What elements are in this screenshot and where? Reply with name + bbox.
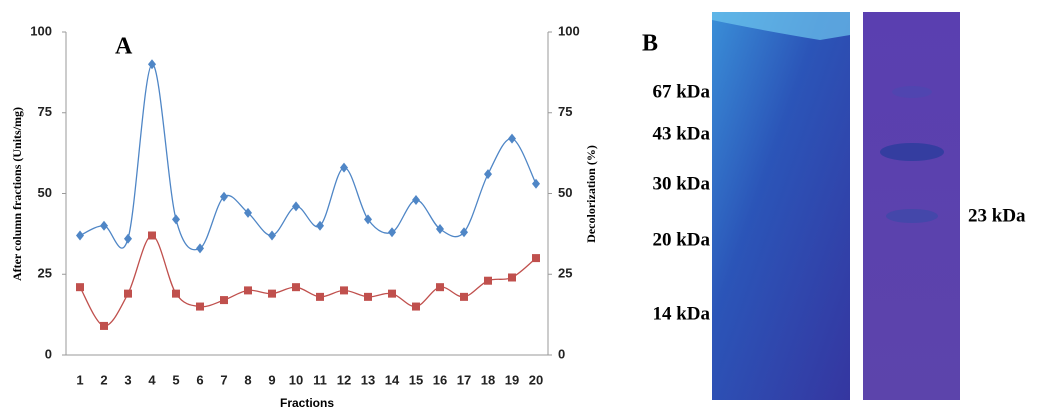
x-tick-label: 15 <box>409 372 423 387</box>
x-tick-label: 18 <box>481 372 495 387</box>
series-line <box>79 63 537 251</box>
marker-label: 30 kDa <box>652 173 710 194</box>
panel-label: A <box>115 34 133 60</box>
point <box>124 289 132 298</box>
point <box>172 214 180 225</box>
marker-label: 67 kDa <box>652 81 710 102</box>
x-tick-label: 19 <box>505 372 519 387</box>
point <box>220 191 228 202</box>
x-tick-label: 20 <box>529 372 543 387</box>
point <box>220 296 228 305</box>
point <box>148 231 156 240</box>
y-axis-title: After column fractions (Units/mg) <box>10 107 24 281</box>
band-label: 23 kDa <box>968 205 1026 226</box>
point <box>124 233 132 244</box>
x-tick-label: 8 <box>244 372 251 387</box>
point <box>292 283 300 292</box>
point <box>340 162 348 173</box>
point <box>436 283 444 292</box>
point <box>76 230 84 241</box>
series-line <box>79 234 537 327</box>
y2-axis-title: Decolorization (%) <box>584 145 598 243</box>
marker-label: 43 kDa <box>652 123 710 144</box>
x-tick-label: 14 <box>385 372 400 387</box>
x-tick-label: 17 <box>457 372 471 387</box>
point <box>196 302 204 311</box>
y2-tick-label: 25 <box>558 266 572 281</box>
point <box>268 289 276 298</box>
point <box>460 227 468 238</box>
x-tick-label: 6 <box>196 372 203 387</box>
x-tick-label: 5 <box>172 372 179 387</box>
gel-band <box>892 86 932 98</box>
y-tick-label: 0 <box>45 346 52 361</box>
y-tick-label: 75 <box>38 104 52 119</box>
point <box>100 321 108 330</box>
y2-tick-label: 50 <box>558 185 572 200</box>
point <box>412 302 420 311</box>
x-tick-label: 10 <box>289 372 303 387</box>
gel-band <box>886 209 938 223</box>
point <box>436 224 444 235</box>
point <box>412 194 420 205</box>
point <box>196 243 204 254</box>
panel-label: B <box>642 31 658 57</box>
point <box>76 283 84 292</box>
point <box>268 230 276 241</box>
point <box>388 289 396 298</box>
x-tick-label: 7 <box>220 372 227 387</box>
point <box>172 289 180 298</box>
x-tick-label: 11 <box>313 372 327 387</box>
gel-lane <box>863 12 960 400</box>
point <box>484 276 492 285</box>
x-tick-label: 12 <box>337 372 351 387</box>
point <box>460 292 468 301</box>
point <box>508 133 516 144</box>
marker-label: 20 kDa <box>652 229 710 250</box>
point <box>100 220 108 231</box>
y-tick-label: 50 <box>38 185 52 200</box>
x-tick-label: 13 <box>361 372 375 387</box>
x-tick-label: 1 <box>76 372 83 387</box>
y2-tick-label: 75 <box>558 104 572 119</box>
point <box>316 220 324 231</box>
point <box>244 207 252 218</box>
point <box>484 169 492 180</box>
x-tick-label: 3 <box>124 372 131 387</box>
point <box>364 292 372 301</box>
gel-edge <box>712 12 850 40</box>
point <box>148 59 156 70</box>
gel-band <box>880 143 944 161</box>
y2-tick-label: 100 <box>558 23 580 38</box>
point <box>292 201 300 212</box>
x-tick-label: 9 <box>268 372 275 387</box>
gel-lane <box>712 12 850 400</box>
point <box>388 227 396 238</box>
y2-tick-label: 0 <box>558 346 565 361</box>
point <box>508 273 516 282</box>
point <box>532 178 540 189</box>
point <box>316 292 324 301</box>
point <box>244 286 252 295</box>
point <box>340 286 348 295</box>
y-tick-label: 25 <box>38 266 52 281</box>
x-axis-title: Fractions <box>280 396 334 410</box>
point <box>532 254 540 263</box>
y-tick-label: 100 <box>30 23 52 38</box>
x-tick-label: 2 <box>100 372 107 387</box>
marker-label: 14 kDa <box>652 303 710 324</box>
point <box>364 214 372 225</box>
x-tick-label: 16 <box>433 372 447 387</box>
x-tick-label: 4 <box>148 372 156 387</box>
